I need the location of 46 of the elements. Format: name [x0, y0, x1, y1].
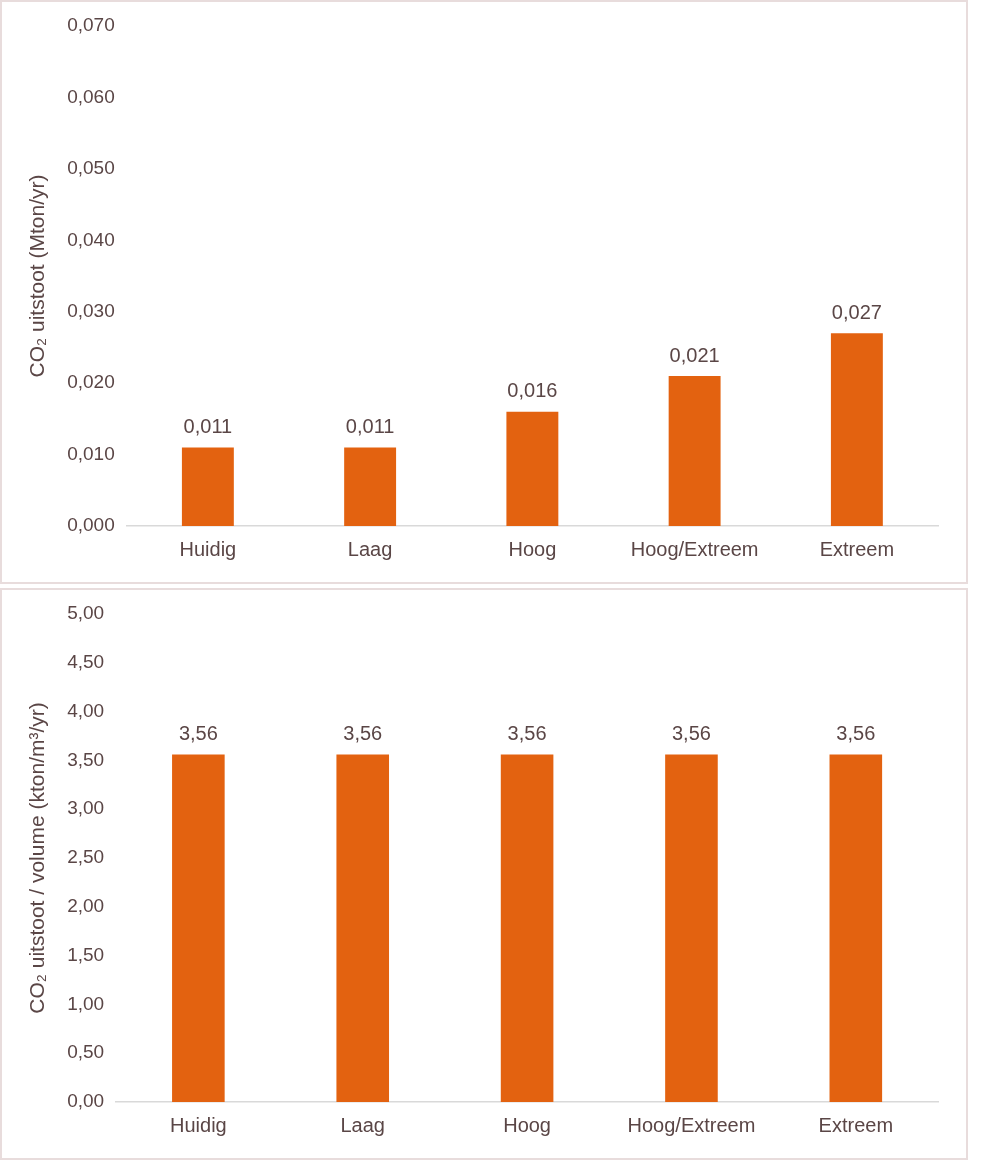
- data-label: 3,56: [836, 722, 876, 745]
- bar: [830, 333, 883, 526]
- x-tick-label: Extreem: [819, 537, 895, 560]
- y-tick-label: 0,050: [67, 157, 115, 179]
- bar: [344, 447, 397, 526]
- x-tick-label: Huidig: [179, 537, 237, 560]
- y-tick-label: 1,50: [67, 943, 105, 965]
- data-label: 0,016: [507, 379, 558, 402]
- x-tick-label: Hoog: [503, 1113, 551, 1136]
- y-axis-title: CO₂ uitstoot (Mton/yr): [25, 174, 49, 378]
- x-tick-label: Laag: [340, 1113, 385, 1136]
- y-tick-label: 0,060: [67, 85, 115, 107]
- data-label: 3,56: [178, 722, 218, 745]
- y-tick-label: 3,00: [67, 797, 105, 819]
- y-tick-label: 4,00: [67, 699, 105, 721]
- y-tick-label: 0,070: [67, 14, 115, 36]
- x-tick-label: Laag: [347, 537, 393, 560]
- data-label: 0,021: [669, 343, 720, 366]
- y-tick-label: 3,50: [67, 748, 105, 770]
- bar: [668, 376, 721, 526]
- y-tick-label: 5,00: [67, 602, 105, 624]
- data-label: 0,011: [183, 414, 233, 437]
- data-label: 0,027: [831, 300, 882, 323]
- y-tick-label: 0,020: [67, 371, 115, 393]
- y-tick-label: 0,030: [67, 299, 115, 321]
- y-tick-label: 2,50: [67, 846, 105, 868]
- y-tick-label: 0,040: [67, 228, 115, 250]
- x-tick-label: Hoog: [508, 537, 557, 560]
- bar: [181, 447, 234, 526]
- data-label: 3,56: [671, 722, 711, 745]
- x-tick-label: Huidig: [170, 1113, 227, 1136]
- bar: [506, 411, 559, 526]
- x-tick-label: Hoog/Extreem: [630, 537, 759, 560]
- y-tick-label: 0,50: [67, 1041, 105, 1063]
- data-label: 3,56: [507, 722, 547, 745]
- y-tick-label: 0,000: [67, 514, 115, 536]
- y-tick-label: 0,010: [67, 442, 115, 464]
- data-label: 0,011: [345, 414, 395, 437]
- y-tick-label: 0,00: [67, 1090, 105, 1112]
- y-tick-label: 4,50: [67, 651, 105, 673]
- x-tick-label: Extreem: [818, 1113, 894, 1136]
- y-axis-title: CO₂ uitstoot / volume (kton/m³/yr): [25, 702, 49, 1014]
- y-tick-label: 2,00: [67, 895, 105, 917]
- data-label: 3,56: [343, 722, 383, 745]
- y-tick-label: 1,00: [67, 992, 105, 1014]
- x-tick-label: Hoog/Extreem: [627, 1113, 756, 1136]
